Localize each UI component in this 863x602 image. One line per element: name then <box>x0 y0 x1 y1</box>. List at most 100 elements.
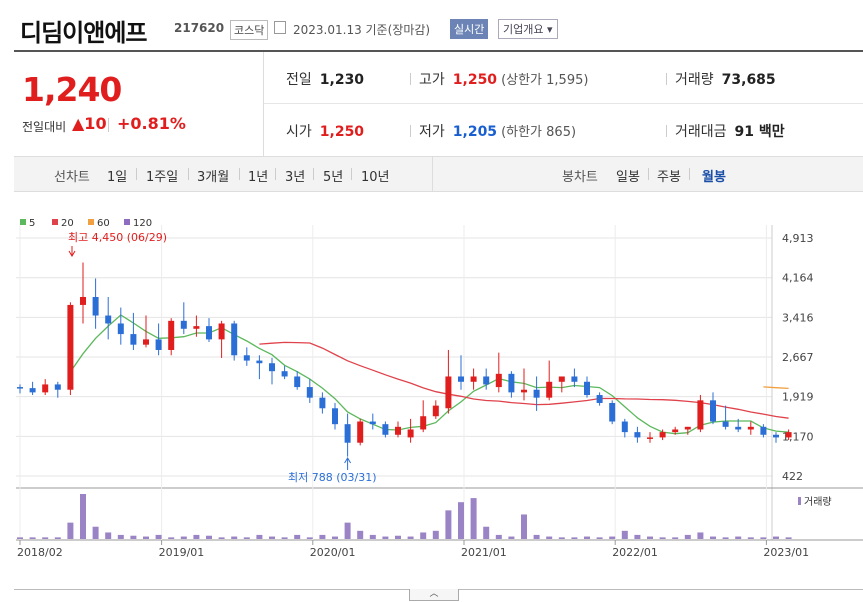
collapse-toggle-button[interactable]: ︿ <box>409 589 459 601</box>
chart-grid <box>16 225 863 541</box>
quote-date: 2023.01.13 기준(장마감) <box>293 23 431 37</box>
candle-body <box>143 339 149 345</box>
legend-swatch <box>20 219 26 225</box>
volume-bar <box>231 536 238 539</box>
candle-body <box>533 389 540 398</box>
volume-bar <box>773 536 779 539</box>
tab-3m[interactable]: 3개월 <box>197 170 230 185</box>
current-price: 1,240 <box>22 70 122 109</box>
volume-bar <box>369 534 376 539</box>
y-tick-label: 4,164 <box>782 272 814 285</box>
chevron-down-icon: ▾ <box>546 23 553 36</box>
volume-bar <box>747 537 754 539</box>
volume-bar <box>533 534 540 539</box>
volume-bar <box>168 537 175 539</box>
y-tick-label: 3,416 <box>782 311 814 324</box>
company-overview-label: 기업개요 <box>503 23 544 36</box>
candle-body <box>117 323 124 335</box>
tab-monthly[interactable]: 월봉 <box>702 170 726 185</box>
volume-bar <box>193 534 200 539</box>
volume-bar <box>319 534 326 539</box>
candle-body <box>306 387 313 398</box>
candle-body <box>80 296 86 305</box>
divider <box>410 125 411 137</box>
legend-label: 120 <box>133 218 152 229</box>
candle-body <box>29 388 36 393</box>
candle-body <box>634 432 641 438</box>
candle-body <box>710 400 716 422</box>
stat-sub: (하한가 865) <box>501 125 577 140</box>
candles <box>17 262 792 457</box>
candle-body <box>130 334 137 345</box>
candle-body <box>483 376 490 385</box>
volume-bar <box>80 494 86 539</box>
stat-open: 시가 1,250 <box>286 121 364 141</box>
volume-bar <box>596 537 603 539</box>
volume-bar <box>558 537 565 539</box>
candle-body <box>168 320 175 350</box>
tab-5y[interactable]: 5년 <box>323 170 344 185</box>
tab-weekly[interactable]: 주봉 <box>657 170 681 185</box>
calendar-icon <box>274 21 286 34</box>
volume-bar <box>269 536 275 539</box>
volume-bar <box>458 502 464 539</box>
volume-bar <box>785 537 792 539</box>
candle-body <box>785 432 792 438</box>
stock-name: 디딤이앤에프 <box>20 19 147 47</box>
company-overview-button[interactable]: 기업개요 ▾ <box>498 19 558 39</box>
divider <box>275 168 276 180</box>
x-tick-label: 2018/02 <box>17 546 63 559</box>
divider <box>410 73 411 85</box>
candle-body <box>281 371 288 377</box>
candle-body <box>773 434 779 438</box>
tab-daily[interactable]: 일봉 <box>616 170 640 185</box>
volume-bars: 거래량 <box>17 494 832 539</box>
tab-1d[interactable]: 1일 <box>107 170 128 185</box>
high-annotation: 최고 4,450 (06/29) <box>68 231 167 244</box>
candle-body <box>256 360 263 364</box>
stat-prev-close: 전일 1,230 <box>286 69 364 89</box>
stat-value: 91 백만 <box>734 124 785 140</box>
candle-body <box>470 376 477 382</box>
stat-label: 저가 <box>419 124 445 140</box>
x-tick-label: 2020/01 <box>310 546 356 559</box>
candle-body <box>155 339 162 350</box>
candle-body <box>218 323 225 340</box>
divider <box>666 73 667 85</box>
divider <box>239 168 240 180</box>
volume-bar <box>407 536 414 539</box>
tab-10y[interactable]: 10년 <box>361 170 390 185</box>
divider <box>313 168 314 180</box>
volume-bar <box>117 534 124 539</box>
candle-body <box>571 376 578 382</box>
candle-body <box>672 429 679 433</box>
volume-bar <box>382 536 389 539</box>
candle-body <box>432 405 439 417</box>
divider <box>351 168 352 180</box>
volume-bar <box>294 534 301 539</box>
candle-body <box>407 429 414 438</box>
x-tick-label: 2019/01 <box>159 546 205 559</box>
tab-3y[interactable]: 3년 <box>285 170 306 185</box>
stat-sub: (상한가 1,595) <box>501 73 589 88</box>
volume-bar <box>92 526 99 539</box>
chevron-up-icon: ︿ <box>429 589 439 599</box>
realtime-button[interactable]: 실시간 <box>450 19 489 39</box>
volume-bar <box>344 522 351 539</box>
volume-bar <box>281 537 288 539</box>
stat-value: 1,230 <box>319 72 365 88</box>
volume-bar <box>395 535 401 539</box>
stat-label: 시가 <box>286 124 312 140</box>
low-annotation: 최저 788 (03/31) <box>288 471 377 484</box>
stat-label: 전일 <box>286 72 312 88</box>
volume-bar <box>710 536 716 539</box>
candle-body <box>747 426 754 430</box>
divider <box>666 125 667 137</box>
tab-1w[interactable]: 1주일 <box>146 170 179 185</box>
candle-body <box>105 315 112 324</box>
volume-bar <box>760 537 767 539</box>
legend-label: 60 <box>97 218 110 229</box>
y-tick-label: 1,919 <box>782 391 814 404</box>
tab-1y[interactable]: 1년 <box>248 170 269 185</box>
